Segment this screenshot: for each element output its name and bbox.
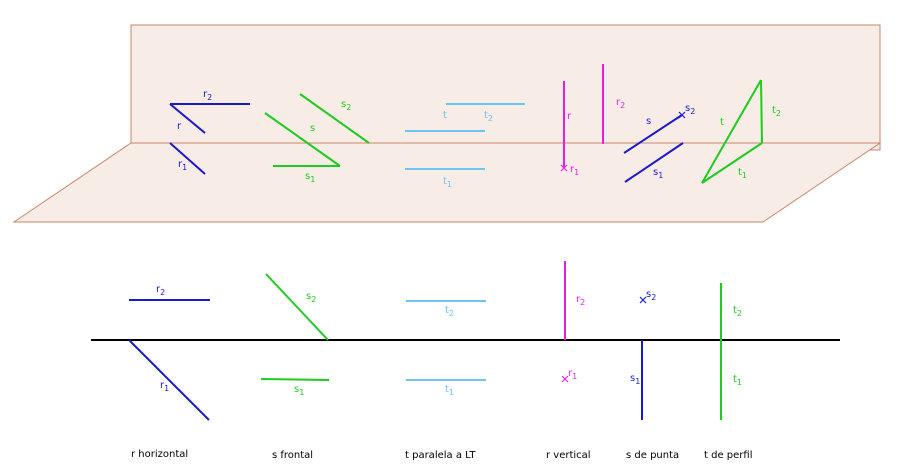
- persp-s2-label: s2: [341, 99, 351, 112]
- persp-tp2-label: t2: [772, 105, 781, 118]
- persp-s-label: s: [310, 123, 315, 134]
- persp-r-label: r: [177, 121, 182, 132]
- persp-r-line: [169, 103, 206, 134]
- horizontal-projection-plane: [12, 142, 882, 223]
- persp-t-perfil: t t2 t1: [701, 79, 781, 184]
- vertical-projection-plane: [130, 24, 881, 151]
- persp-tp-label: t: [720, 117, 724, 128]
- persp-tp1-label: t1: [738, 167, 747, 180]
- proj-s1-line: [260, 378, 330, 381]
- proj-s-frontal: s2 s1: [260, 273, 330, 397]
- proj-r1-label: r1: [160, 380, 169, 393]
- caption-s-frontal: s frontal: [272, 450, 313, 461]
- proj-t-parallel: t2 t1: [406, 300, 486, 397]
- persp-s-punta: s s2 s1: [623, 103, 695, 183]
- proj-s2-label: s2: [306, 291, 316, 304]
- persp-r-horizontal: r2 r r1: [169, 89, 250, 175]
- persp-t-parallel: t t2 t1: [405, 103, 525, 189]
- proj-r2-label: r2: [156, 284, 165, 297]
- proj-s1-label: s1: [294, 384, 304, 397]
- proj-tp1-label: t1: [733, 374, 742, 387]
- persp-tp1-line: [701, 142, 763, 184]
- proj-sp2-label: s2: [646, 289, 656, 302]
- persp-r1-line: [169, 142, 206, 175]
- persp-sp-line: [623, 114, 683, 154]
- proj-s2-line: [265, 273, 329, 341]
- proj-s-punta: s2 s1: [630, 289, 656, 420]
- persp-tp2-line: [760, 79, 763, 144]
- caption-r-vertical: r vertical: [546, 450, 591, 461]
- persp-r-vertical: r r2 r1: [560, 64, 625, 177]
- proj-sp2-point: [639, 296, 647, 304]
- proj-t1-label: t1: [445, 384, 454, 397]
- persp-s-line: [264, 112, 341, 167]
- proj-r-vertical: r2 r1: [561, 261, 585, 383]
- proj-rv1-point: [561, 375, 569, 383]
- persp-rv2-label: r2: [616, 97, 625, 110]
- persp-sp2-label: s2: [685, 103, 695, 116]
- persp-rv1-label: r1: [570, 164, 579, 177]
- persp-r2-label: r2: [203, 89, 212, 102]
- persp-sp1-label: s1: [653, 167, 663, 180]
- persp-sp-label: s: [646, 116, 651, 127]
- caption-t-perfil: t de perfil: [704, 450, 752, 461]
- proj-rv2-label: r2: [576, 294, 585, 307]
- caption-r-horizontal: r horizontal: [131, 449, 188, 460]
- proj-t2-label: t2: [445, 305, 454, 318]
- caption-s-punta: s de punta: [626, 450, 679, 461]
- proj-tp2-label: t2: [733, 305, 742, 318]
- persp-t1-label: t1: [443, 176, 452, 189]
- persp-tp-line: [701, 79, 762, 184]
- persp-sp2-point: [678, 111, 686, 119]
- persp-t-label: t: [443, 110, 447, 121]
- persp-s1-label: s1: [305, 171, 315, 184]
- persp-s2-line: [299, 93, 370, 144]
- persp-sp1-line: [624, 142, 684, 183]
- persp-t2-label: t2: [484, 110, 493, 123]
- persp-s-frontal: s2 s s1: [264, 93, 370, 184]
- proj-t-perfil: t2 t1: [720, 283, 742, 420]
- proj-r1-line: [128, 339, 210, 421]
- proj-r-horizontal: r2 r1: [128, 284, 210, 421]
- persp-r1-label: r1: [178, 159, 187, 172]
- persp-rv-label: r: [567, 111, 572, 122]
- proj-sp1-label: s1: [630, 373, 640, 386]
- persp-rv1-point: [560, 164, 568, 172]
- proj-rv1-label: r1: [568, 368, 577, 381]
- caption-t-paralela: t paralela a LT: [405, 450, 476, 461]
